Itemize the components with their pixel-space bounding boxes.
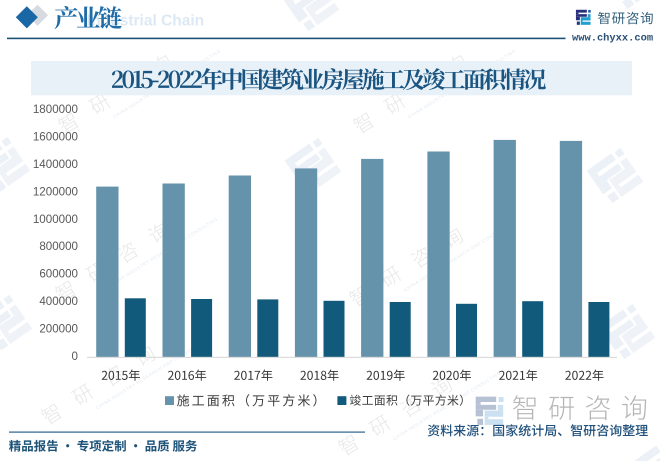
svg-text:1000000: 1000000 <box>33 213 78 226</box>
svg-text:Industrial Chain: Industrial Chain <box>87 13 204 30</box>
svg-text:1600000: 1600000 <box>33 131 78 144</box>
svg-text:1800000: 1800000 <box>33 103 78 116</box>
svg-text:www.chyxx.com: www.chyxx.com <box>572 32 653 44</box>
svg-text:0: 0 <box>72 350 78 363</box>
svg-text:800000: 800000 <box>39 240 78 253</box>
svg-text:400000: 400000 <box>39 295 78 308</box>
svg-text:1200000: 1200000 <box>33 185 78 198</box>
svg-text:200000: 200000 <box>39 323 78 336</box>
svg-text:1400000: 1400000 <box>33 158 78 171</box>
svg-text:600000: 600000 <box>39 268 78 281</box>
